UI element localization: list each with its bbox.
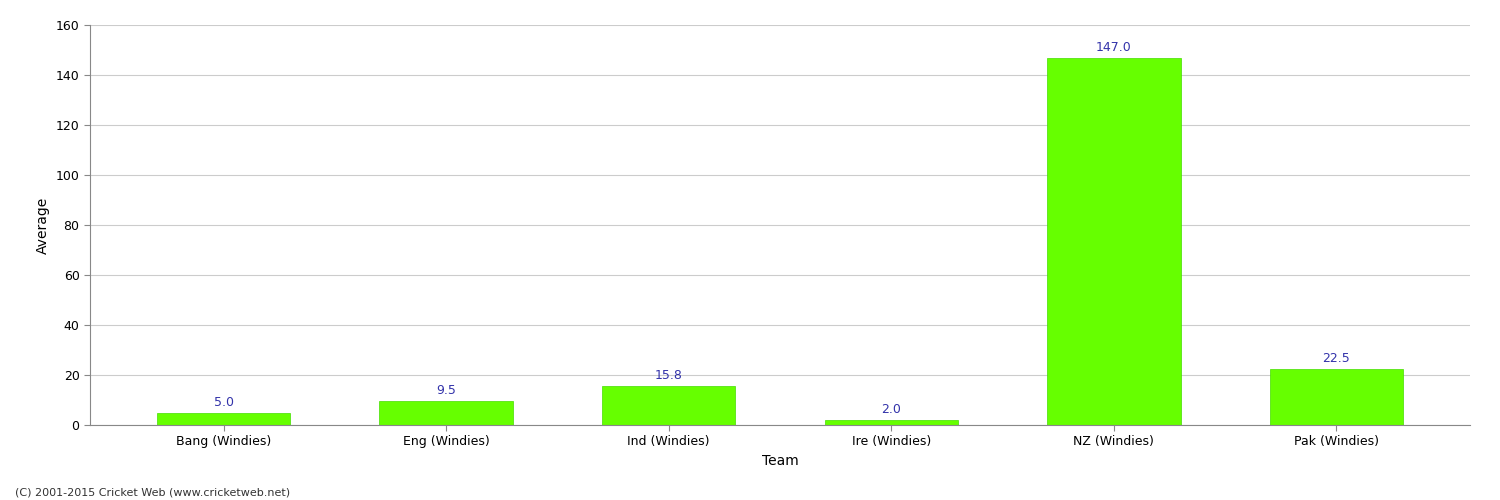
Bar [602, 386, 735, 425]
Text: 9.5: 9.5 [436, 384, 456, 398]
Bar [1047, 58, 1180, 425]
Bar [825, 420, 958, 425]
Text: 2.0: 2.0 [882, 403, 902, 416]
Bar [1269, 369, 1402, 425]
Bar [380, 401, 513, 425]
Text: 5.0: 5.0 [213, 396, 234, 409]
Text: 147.0: 147.0 [1096, 41, 1131, 54]
Text: 22.5: 22.5 [1323, 352, 1350, 365]
Text: 15.8: 15.8 [656, 369, 682, 382]
Y-axis label: Average: Average [36, 196, 50, 254]
X-axis label: Team: Team [762, 454, 798, 468]
Bar [158, 412, 291, 425]
Text: (C) 2001-2015 Cricket Web (www.cricketweb.net): (C) 2001-2015 Cricket Web (www.cricketwe… [15, 488, 290, 498]
